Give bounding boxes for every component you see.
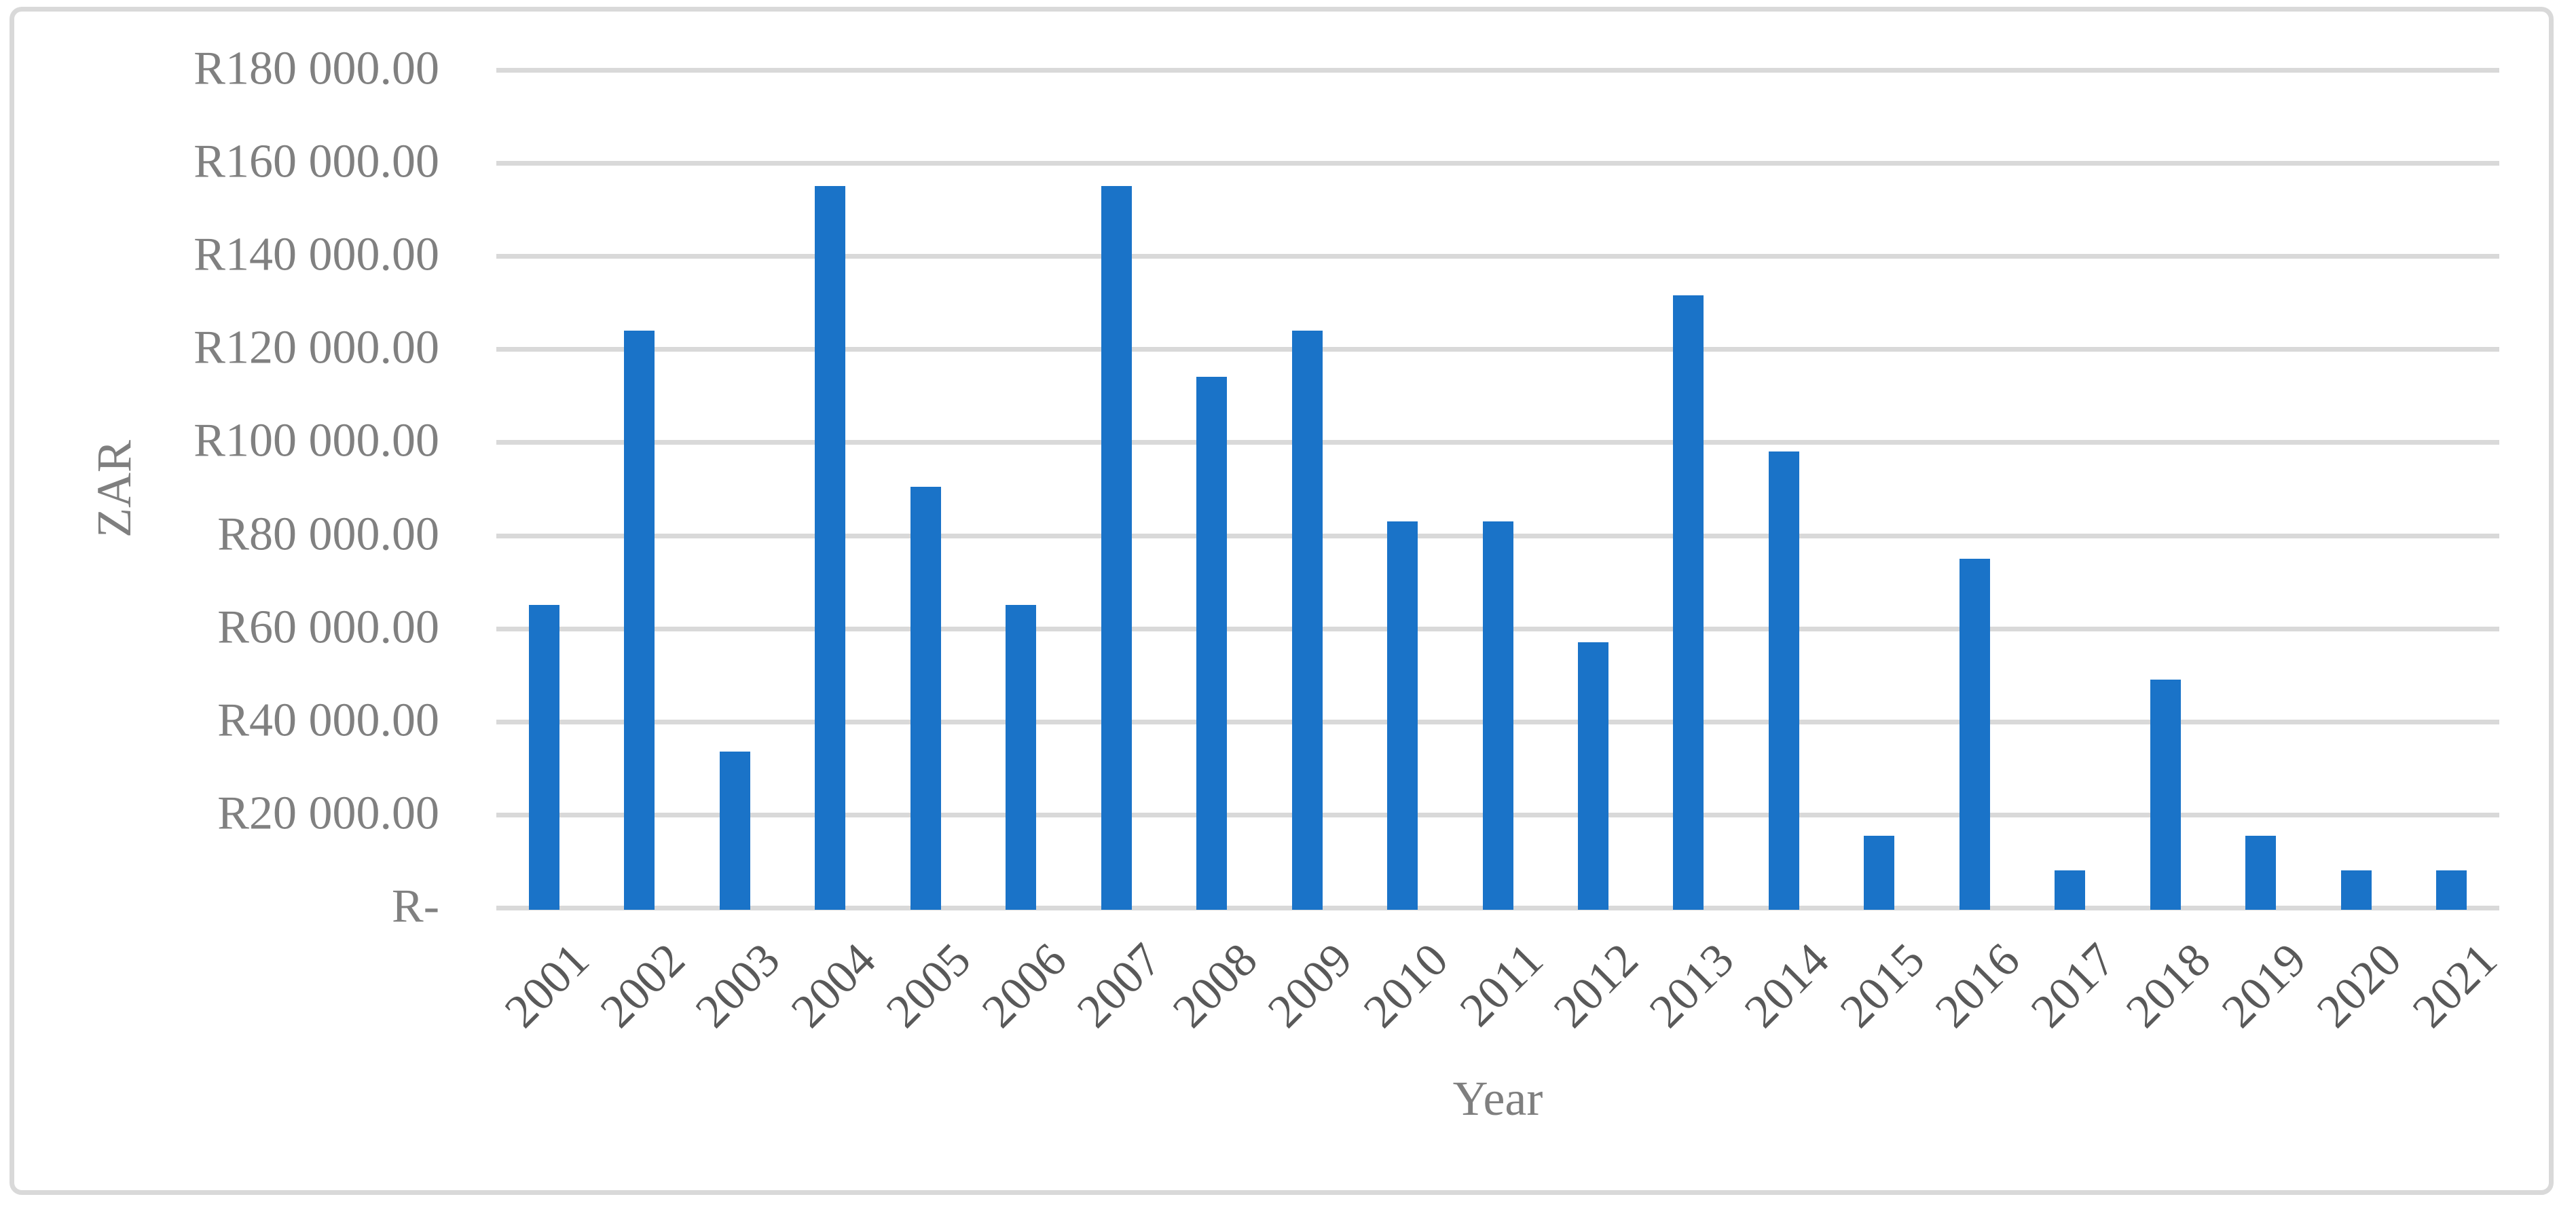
- bar-2009: [1292, 331, 1323, 910]
- bar-2011: [1483, 521, 1513, 910]
- bar-2006: [1006, 605, 1036, 910]
- y-axis-title: ZAR: [87, 440, 141, 538]
- bar-2019: [2245, 836, 2276, 910]
- bar-2018: [2150, 680, 2181, 910]
- bar-2017: [2055, 870, 2085, 910]
- y-tick-label-20000: R20 000.00: [217, 787, 439, 840]
- x-axis-title: Year: [1452, 1071, 1543, 1126]
- bar-2015: [1864, 836, 1894, 910]
- bar-2010: [1387, 521, 1418, 910]
- y-tick-label-60000: R60 000.00: [217, 601, 439, 654]
- y-tick-label-160000: R160 000.00: [194, 135, 439, 188]
- gridline-140000: [496, 254, 2499, 259]
- gridline-180000: [496, 68, 2499, 73]
- bar-2021: [2436, 870, 2467, 910]
- gridline-100000: [496, 440, 2499, 445]
- y-tick-label-40000: R40 000.00: [217, 694, 439, 747]
- y-tick-label-0: R-: [392, 880, 439, 933]
- bar-2002: [624, 331, 655, 910]
- bar-2020: [2341, 870, 2372, 910]
- bar-2008: [1196, 377, 1227, 910]
- y-tick-label-140000: R140 000.00: [194, 228, 439, 281]
- bar-2001: [529, 605, 559, 910]
- bar-2014: [1769, 451, 1799, 910]
- y-tick-label-80000: R80 000.00: [217, 508, 439, 561]
- gridline-120000: [496, 347, 2499, 352]
- y-tick-label-100000: R100 000.00: [194, 415, 439, 468]
- bar-2004: [815, 186, 845, 910]
- gridline-160000: [496, 161, 2499, 166]
- bar-2003: [720, 752, 750, 910]
- chart-border: [10, 7, 2554, 1195]
- y-tick-label-180000: R180 000.00: [194, 42, 439, 95]
- bar-2007: [1101, 186, 1132, 910]
- bar-2005: [910, 487, 941, 910]
- bar-2013: [1673, 295, 1704, 910]
- bar-2012: [1578, 642, 1608, 910]
- bar-2016: [1959, 559, 1990, 910]
- y-tick-label-120000: R120 000.00: [194, 321, 439, 374]
